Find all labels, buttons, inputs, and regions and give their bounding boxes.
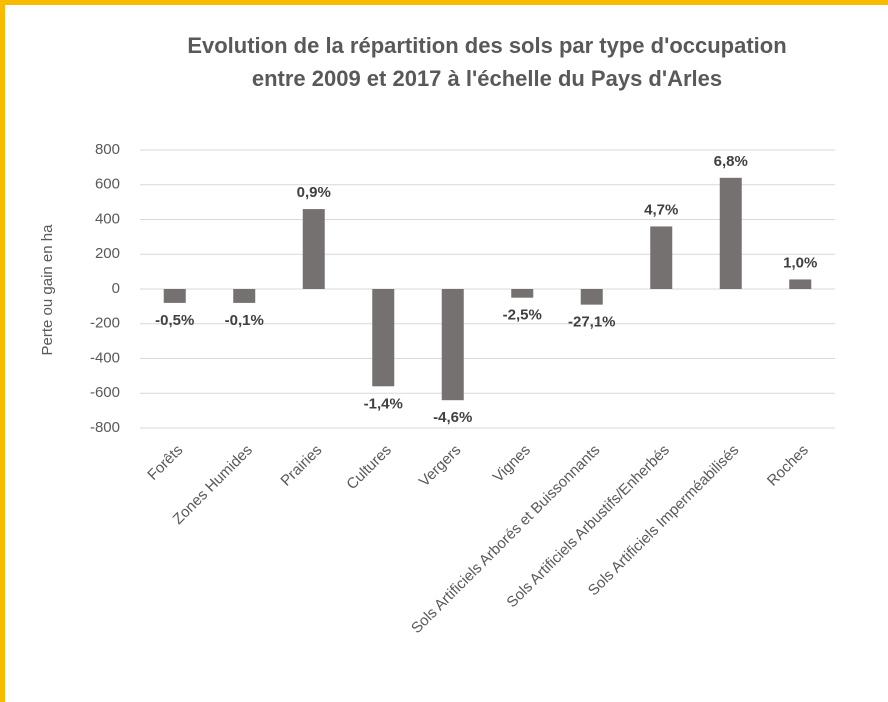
bar [650, 226, 673, 289]
data-label: -4,6% [433, 409, 472, 426]
bar [789, 279, 812, 289]
bar [163, 289, 186, 303]
chart-title: Evolution de la répartition des sols par… [187, 33, 786, 58]
x-tick-label: Vergers [416, 442, 465, 491]
chart-title: entre 2009 et 2017 à l'échelle du Pays d… [252, 66, 722, 91]
data-label: -2,5% [503, 307, 542, 324]
data-label: 0,9% [297, 184, 331, 201]
x-tick-label: Prairies [277, 442, 325, 490]
y-tick-label: -800 [90, 419, 120, 436]
x-tick-label: Vignes [490, 442, 534, 486]
bar [233, 289, 256, 303]
x-tick-label: Forêts [144, 442, 186, 484]
y-axis-label: Perte ou gain en ha [39, 224, 56, 356]
bar [580, 289, 603, 305]
bar [372, 289, 395, 387]
x-tick-label: Roches [764, 442, 812, 490]
y-tick-label: 0 [112, 280, 120, 297]
data-label: 6,8% [714, 153, 748, 170]
bar [719, 177, 742, 289]
data-label: 1,0% [783, 254, 817, 271]
y-tick-label: 800 [95, 141, 120, 158]
bar [441, 289, 464, 401]
bar [511, 289, 534, 298]
data-label: 4,7% [644, 201, 678, 218]
y-tick-label: -400 [90, 349, 120, 366]
data-label: -0,1% [225, 312, 264, 329]
bar [302, 209, 325, 289]
y-tick-label: -600 [90, 384, 120, 401]
data-label: -1,4% [364, 395, 403, 412]
y-tick-label: 400 [95, 210, 120, 227]
x-tick-label: Sols Artificiels Imperméabilisés [585, 442, 743, 600]
y-tick-label: -200 [90, 315, 120, 332]
y-tick-label: 600 [95, 176, 120, 193]
data-label: -0,5% [155, 312, 194, 329]
x-tick-label: Cultures [343, 442, 395, 494]
y-tick-label: 200 [95, 245, 120, 262]
data-label: -27,1% [568, 314, 616, 331]
